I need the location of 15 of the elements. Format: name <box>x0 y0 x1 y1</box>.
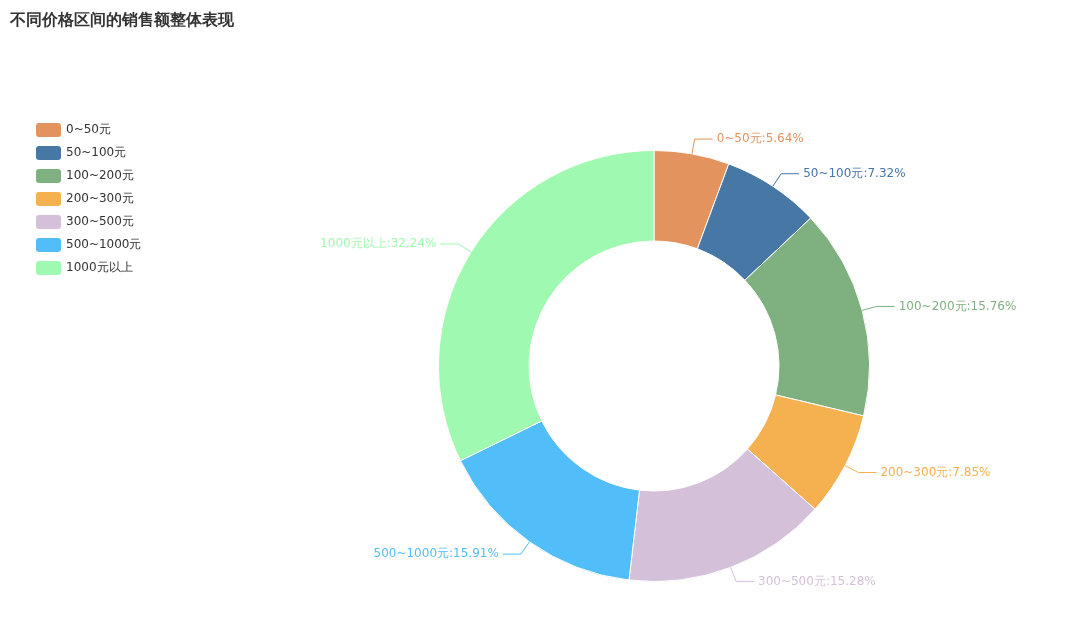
data-label: 1000元以上:32.24% <box>320 236 437 251</box>
legend-label: 500~1000元 <box>66 236 142 253</box>
data-label: 500~1000元:15.91% <box>373 546 499 561</box>
data-label: 300~500元:15.28% <box>758 573 876 588</box>
legend-label: 1000元以上 <box>66 259 133 276</box>
data-label: 50~100元:7.32% <box>803 165 906 180</box>
data-label: 0~50元:5.64% <box>716 131 804 146</box>
chart-title: 不同价格区间的销售额整体表现 <box>10 10 234 31</box>
legend-label: 50~100元 <box>66 144 127 161</box>
legend-label: 100~200元 <box>66 167 134 184</box>
data-label: 100~200元:15.76% <box>898 298 1017 313</box>
legend-label: 200~300元 <box>66 190 134 207</box>
legend-label: 0~50元 <box>66 121 111 138</box>
legend-label: 300~500元 <box>66 213 134 230</box>
data-label: 200~300元:7.85% <box>880 464 991 479</box>
